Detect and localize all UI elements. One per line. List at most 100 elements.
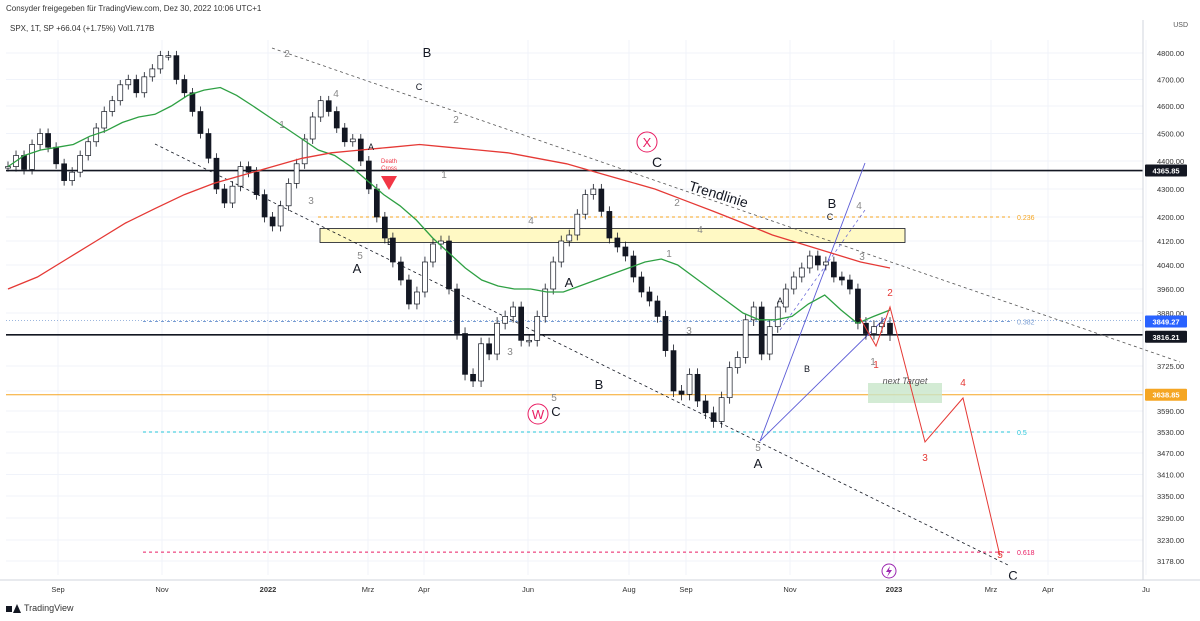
candle-body xyxy=(37,133,43,145)
candle-body xyxy=(293,163,300,184)
price-axis: 4800.00 4700.00 4600.00 4500.00 4400.00 4300.… xyxy=(1142,20,1187,580)
candle-body xyxy=(606,211,613,239)
price-tag-label: 3638.85 xyxy=(1152,391,1179,400)
x-tick-label: Nov xyxy=(155,585,169,594)
channel-line-mid xyxy=(779,209,866,331)
candle-body xyxy=(774,306,781,328)
candle-body xyxy=(341,127,348,143)
candle-body xyxy=(550,261,557,290)
candle-body xyxy=(245,166,252,173)
forecast-wave-label: 5 xyxy=(997,550,1003,561)
wave-label: B xyxy=(595,377,604,392)
candle-body xyxy=(53,146,59,165)
candle-body xyxy=(213,157,220,190)
candle-body xyxy=(494,322,500,355)
candle-body xyxy=(406,279,412,305)
candle-body xyxy=(101,111,108,129)
wave-label-small: A xyxy=(368,142,374,152)
candle-body xyxy=(871,326,877,334)
x-tick-label: Mrz xyxy=(362,585,375,594)
y-tick-label: 4700.00 xyxy=(1157,76,1184,85)
wave-label-grey: 3 xyxy=(507,347,513,358)
candle-body xyxy=(766,326,773,355)
grid xyxy=(6,40,1147,575)
candle-body xyxy=(197,111,204,134)
x-tick-label: Nov xyxy=(783,585,797,594)
price-tag-label: 3816.21 xyxy=(1152,333,1179,342)
candle-body xyxy=(301,138,308,165)
candle-body xyxy=(486,343,492,355)
candle-body xyxy=(414,291,420,305)
channel-line xyxy=(759,317,886,442)
ma-red-line xyxy=(7,143,891,290)
candle-body xyxy=(558,240,565,263)
wave-label: C xyxy=(416,82,423,92)
wave-labels: BCABCABCABC213451234512345431ABAXWTrendl… xyxy=(279,45,1017,583)
candle-body xyxy=(85,141,92,156)
candle-body xyxy=(654,300,661,317)
x-tick-label: Mrz xyxy=(985,585,998,594)
candle-body xyxy=(542,288,549,317)
wave-label: C xyxy=(551,404,560,419)
candle-body xyxy=(590,188,597,195)
forecast-wave-label: 1 xyxy=(873,360,879,371)
candle-body xyxy=(229,185,236,204)
moving-averages xyxy=(7,86,891,325)
candle-body xyxy=(478,343,484,382)
x-tick-label: Apr xyxy=(1042,585,1054,594)
candle-body xyxy=(373,188,380,218)
candle-body xyxy=(181,79,188,94)
candle-body xyxy=(823,261,829,266)
wave-label-grey: 1 xyxy=(441,170,447,181)
candle-body xyxy=(125,79,132,86)
y-tick-label: 4800.00 xyxy=(1157,49,1184,58)
fib-label: 0.236 xyxy=(1017,215,1035,222)
candle-body xyxy=(887,322,893,336)
candle-body xyxy=(157,55,164,70)
candle-body xyxy=(734,357,741,369)
wave-label-grey: 4 xyxy=(333,89,339,100)
wave-label-grey: 5 xyxy=(755,443,761,454)
y-tick-label: 4200.00 xyxy=(1157,213,1184,222)
next-target-box xyxy=(868,383,942,403)
candle-body xyxy=(45,133,51,148)
candle-body xyxy=(325,100,332,112)
candle-body xyxy=(790,276,797,290)
time-axis: Sep Nov 2022 Mrz Apr Jun Aug Sep Nov 2023 Mrz Apr Ju xyxy=(0,579,1200,594)
candle-body xyxy=(574,213,581,236)
y-tick-label: 3880.00 xyxy=(1157,309,1184,318)
wave-label: A xyxy=(565,275,574,290)
fib-label: 0.5 xyxy=(1017,430,1027,437)
candle-body xyxy=(718,397,725,422)
y-tick-label: 3590.00 xyxy=(1157,407,1184,416)
wave-label-grey: 5 xyxy=(551,393,557,404)
y-tick-label: 3290.00 xyxy=(1157,514,1184,523)
currency-label: USD xyxy=(1173,22,1188,29)
candle-body xyxy=(29,144,35,170)
candle-body xyxy=(847,279,853,290)
forecast-path: 1 2 3 4 5 xyxy=(859,288,1003,561)
candle-body xyxy=(398,261,404,281)
lightning-icon xyxy=(881,563,897,579)
tradingview-logo-icon xyxy=(6,603,21,613)
candle-body xyxy=(750,306,757,321)
wave-label-grey: 1 xyxy=(666,249,672,260)
wave-label-grey: 2 xyxy=(284,49,290,60)
candle-body xyxy=(686,373,693,395)
level-lines: 0.236 0.382 0.5 0.618 xyxy=(6,169,1143,557)
trendline-upper xyxy=(271,47,1181,363)
candle-body xyxy=(77,155,84,173)
candle-body xyxy=(694,373,701,402)
candle-body xyxy=(534,316,541,341)
price-tag xyxy=(1145,164,1187,177)
chart-drawings xyxy=(154,47,1181,567)
candle-body xyxy=(317,100,324,118)
x-tick-label: 2022 xyxy=(260,585,277,594)
candle-body xyxy=(309,116,316,140)
candle-body xyxy=(582,194,589,215)
candle-body xyxy=(855,288,861,324)
price-tag-label: 3849.27 xyxy=(1152,318,1179,327)
x-tick-label: Aug xyxy=(622,585,635,594)
candle-body xyxy=(782,288,789,308)
